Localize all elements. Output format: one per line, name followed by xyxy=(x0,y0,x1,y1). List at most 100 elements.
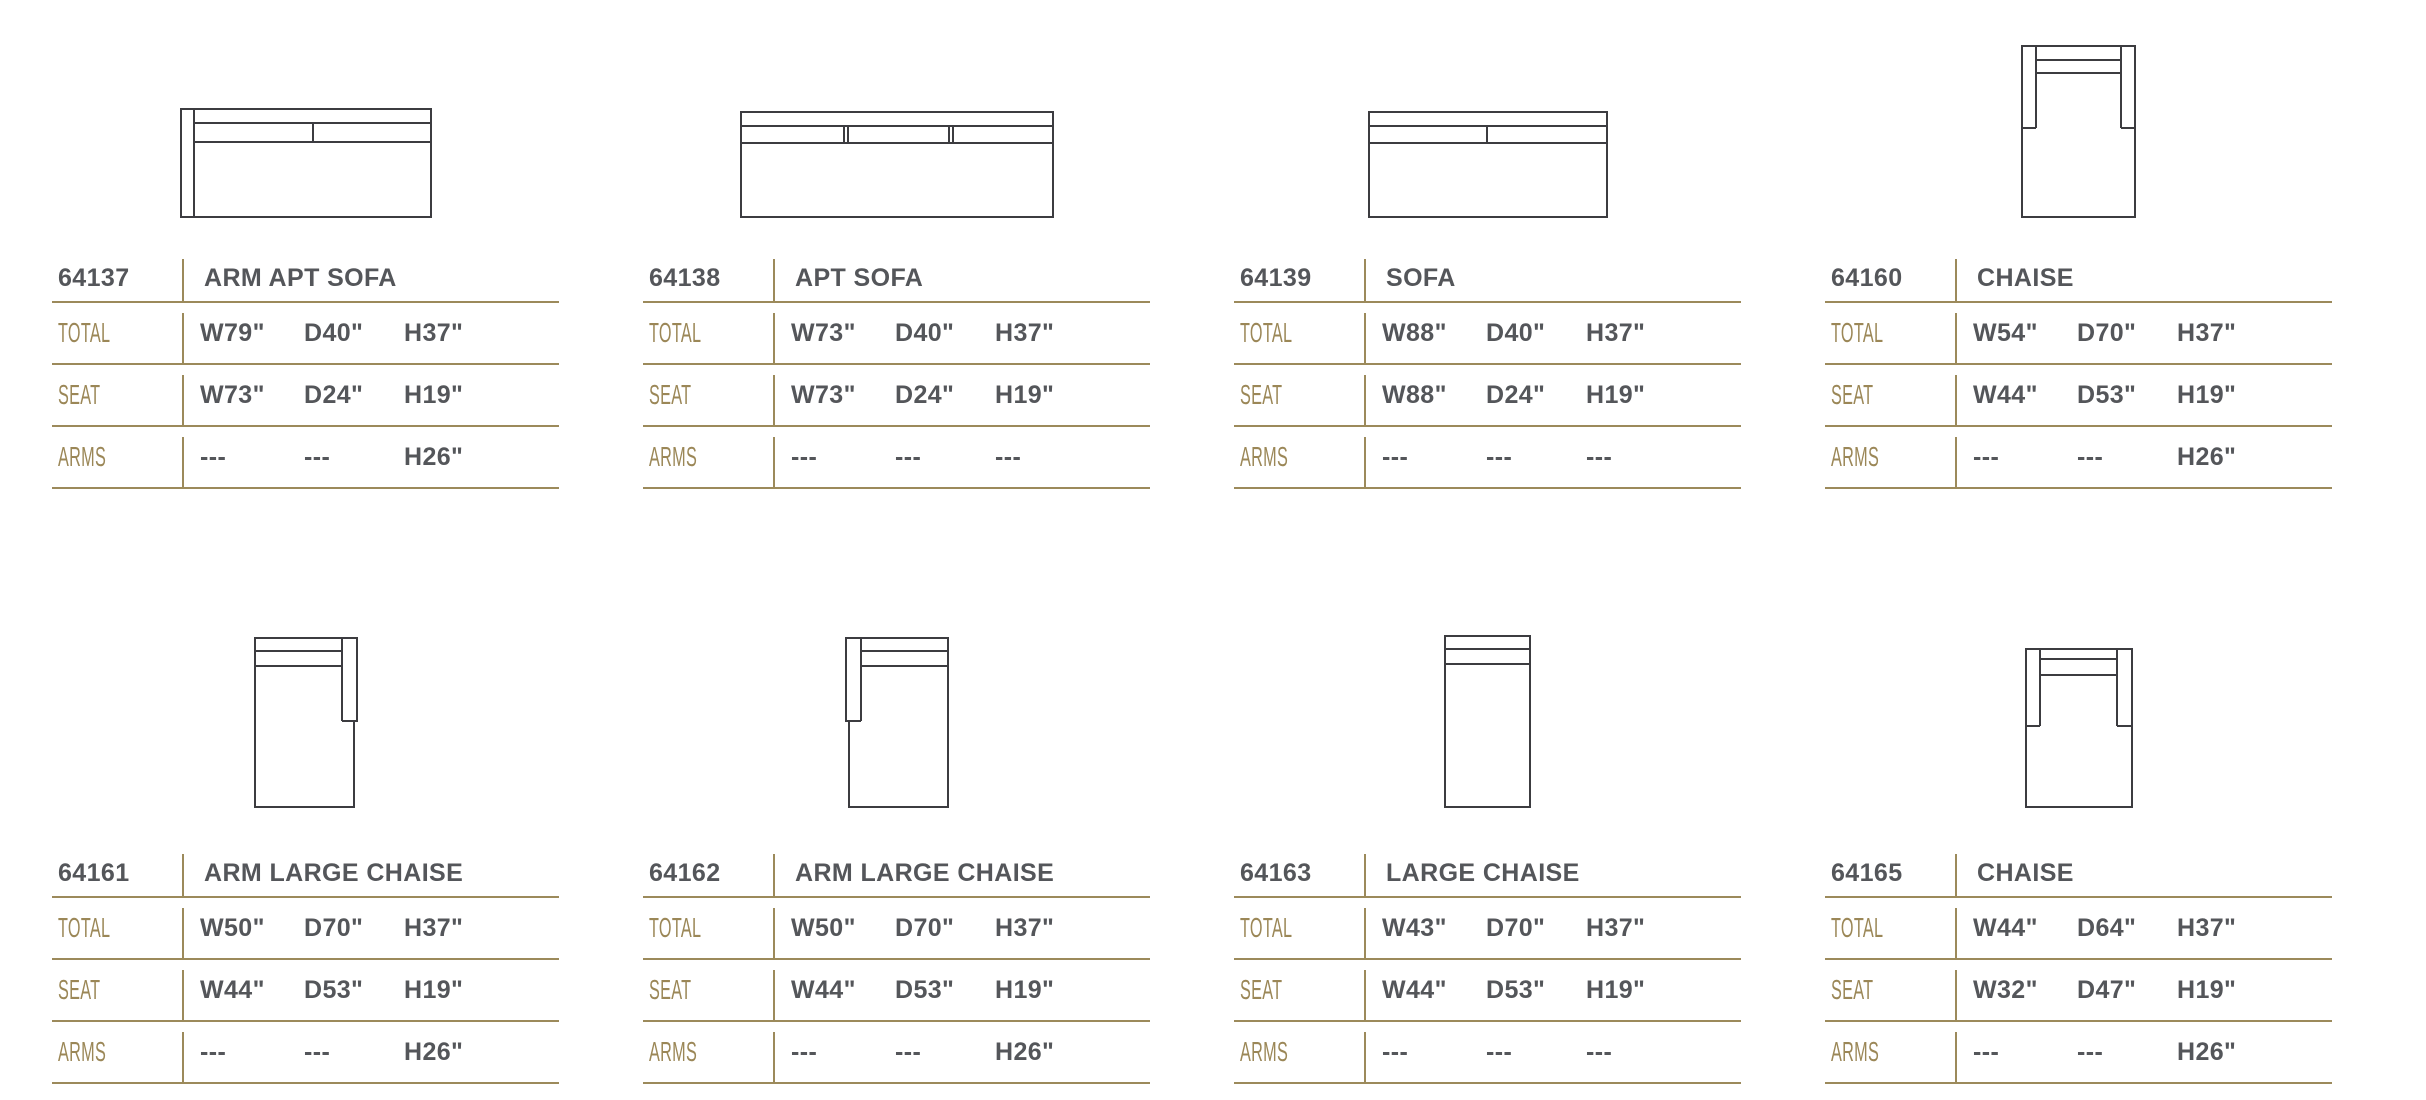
product-row-1: 64137 ARM APT SOFA TOTAL W79" D40" H37" … xyxy=(52,43,2426,489)
divider xyxy=(1364,854,1366,896)
seat-depth: D24" xyxy=(1486,380,1546,409)
product-id: 64138 xyxy=(649,263,721,292)
divider xyxy=(1364,1032,1366,1082)
seat-height: H19" xyxy=(995,975,1055,1004)
seat-height: H19" xyxy=(2177,975,2237,1004)
divider xyxy=(1955,437,1957,487)
divider xyxy=(1955,259,1957,301)
arms-height: H26" xyxy=(2177,442,2237,471)
divider xyxy=(773,437,775,487)
product-name: CHAISE xyxy=(1977,263,2074,292)
divider xyxy=(182,437,184,487)
diagram-area xyxy=(643,635,1150,808)
arms-width: --- xyxy=(1973,1037,2000,1066)
seat-depth: D47" xyxy=(2077,975,2137,1004)
sofa-diagram-icon xyxy=(1367,111,1608,218)
product-header: 64165 CHAISE xyxy=(1825,850,2332,898)
total-height: H37" xyxy=(2177,913,2237,942)
seat-label: SEAT xyxy=(1240,974,1283,1005)
divider xyxy=(1955,1032,1957,1082)
arms-row: ARMS --- --- --- xyxy=(1234,1022,1741,1084)
total-depth: D70" xyxy=(895,913,955,942)
arms-depth: --- xyxy=(2077,1037,2104,1066)
product-name: ARM LARGE CHAISE xyxy=(204,858,464,887)
arms-row: ARMS --- --- --- xyxy=(1234,427,1741,489)
total-row: TOTAL W88" D40" H37" xyxy=(1234,303,1741,365)
total-label: TOTAL xyxy=(649,317,702,348)
diagram-area xyxy=(1234,43,1741,218)
arms-label: ARMS xyxy=(1831,441,1880,472)
total-height: H37" xyxy=(995,318,1055,347)
diagram-area xyxy=(52,43,559,218)
divider xyxy=(182,375,184,425)
product-card-64160: 64160 CHAISE TOTAL W54" D70" H37" SEAT W… xyxy=(1825,43,2332,489)
diagram-area xyxy=(1825,43,2332,218)
total-height: H37" xyxy=(404,318,464,347)
divider xyxy=(1364,313,1366,363)
diagram-area xyxy=(52,635,559,808)
product-id: 64160 xyxy=(1831,263,1903,292)
divider xyxy=(182,854,184,896)
arms-label: ARMS xyxy=(1240,1036,1289,1067)
total-width: W44" xyxy=(1973,913,2038,942)
arms-label: ARMS xyxy=(1240,441,1289,472)
arms-width: --- xyxy=(1382,1037,1409,1066)
arms-label: ARMS xyxy=(58,1036,107,1067)
arms-height: --- xyxy=(1586,1037,1613,1066)
divider xyxy=(773,908,775,958)
arms-depth: --- xyxy=(304,442,331,471)
seat-depth: D24" xyxy=(895,380,955,409)
arms-depth: --- xyxy=(1486,442,1513,471)
seat-width: W44" xyxy=(200,975,265,1004)
divider xyxy=(1364,437,1366,487)
product-card-64139: 64139 SOFA TOTAL W88" D40" H37" SEAT W88… xyxy=(1234,43,1741,489)
total-height: H37" xyxy=(1586,913,1646,942)
seat-label: SEAT xyxy=(1831,379,1874,410)
product-card-64161: 64161 ARM LARGE CHAISE TOTAL W50" D70" H… xyxy=(52,635,559,1084)
divider xyxy=(1955,908,1957,958)
product-id: 64139 xyxy=(1240,263,1312,292)
arms-height: H26" xyxy=(995,1037,1055,1066)
total-label: TOTAL xyxy=(1831,912,1884,943)
divider xyxy=(773,970,775,1020)
diagram-area xyxy=(1234,635,1741,808)
total-label: TOTAL xyxy=(1240,317,1293,348)
divider xyxy=(773,1032,775,1082)
chaise-diagram-icon xyxy=(2021,45,2136,218)
product-id: 64162 xyxy=(649,858,721,887)
product-id: 64137 xyxy=(58,263,130,292)
divider xyxy=(1364,908,1366,958)
apt-sofa-diagram-icon xyxy=(739,111,1054,218)
divider xyxy=(1364,259,1366,301)
seat-depth: D53" xyxy=(895,975,955,1004)
product-header: 64161 ARM LARGE CHAISE xyxy=(52,850,559,898)
arms-row: ARMS --- --- H26" xyxy=(1825,427,2332,489)
arm-apt-sofa-diagram-icon xyxy=(179,108,432,218)
seat-depth: D53" xyxy=(304,975,364,1004)
seat-width: W32" xyxy=(1973,975,2038,1004)
total-width: W79" xyxy=(200,318,265,347)
arms-row: ARMS --- --- H26" xyxy=(52,427,559,489)
divider xyxy=(1955,854,1957,896)
diagram-area xyxy=(1825,635,2332,808)
seat-row: SEAT W44" D53" H19" xyxy=(1234,960,1741,1022)
arms-height: --- xyxy=(995,442,1022,471)
seat-row: SEAT W73" D24" H19" xyxy=(643,365,1150,427)
divider xyxy=(182,970,184,1020)
arms-height: --- xyxy=(1586,442,1613,471)
seat-depth: D24" xyxy=(304,380,364,409)
seat-label: SEAT xyxy=(649,379,692,410)
product-id: 64163 xyxy=(1240,858,1312,887)
arms-label: ARMS xyxy=(58,441,107,472)
divider xyxy=(182,259,184,301)
product-header: 64162 ARM LARGE CHAISE xyxy=(643,850,1150,898)
total-depth: D64" xyxy=(2077,913,2137,942)
total-width: W43" xyxy=(1382,913,1447,942)
product-header: 64138 APT SOFA xyxy=(643,255,1150,303)
total-width: W50" xyxy=(200,913,265,942)
seat-row: SEAT W44" D53" H19" xyxy=(643,960,1150,1022)
product-row-2: 64161 ARM LARGE CHAISE TOTAL W50" D70" H… xyxy=(52,635,2426,1084)
divider xyxy=(773,313,775,363)
divider xyxy=(1364,375,1366,425)
total-label: TOTAL xyxy=(58,912,111,943)
